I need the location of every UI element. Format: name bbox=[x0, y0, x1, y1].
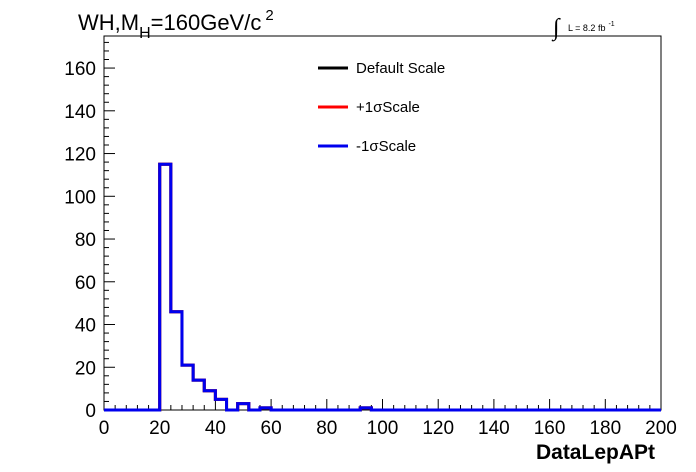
y-tick-label: 40 bbox=[75, 316, 96, 337]
series-line-1 bbox=[104, 162, 661, 412]
legend: Default Scale +1σScale -1σScale bbox=[318, 60, 445, 155]
x-axis-label: DataLepAPt bbox=[536, 441, 655, 464]
x-tick-label: 0 bbox=[99, 418, 110, 439]
legend-label: Default Scale bbox=[356, 60, 445, 77]
y-tick-label: 140 bbox=[64, 102, 96, 123]
x-tick-label: 160 bbox=[534, 418, 566, 439]
x-axis: 0 20 40 60 80 100 120 140 160 180 200 bbox=[99, 399, 677, 439]
x-tick-label: 140 bbox=[478, 418, 510, 439]
lumi-label: ∫ L = 8.2 fb -1 bbox=[551, 15, 615, 42]
lumi-text: L = 8.2 fb -1 bbox=[568, 21, 615, 33]
y-tick-label: 100 bbox=[64, 187, 96, 208]
y-tick-label: 80 bbox=[75, 230, 96, 251]
y-tick-label: 160 bbox=[64, 59, 96, 80]
y-tick-label: 20 bbox=[75, 358, 96, 379]
series-line-3 bbox=[104, 162, 661, 412]
legend-label: +1σScale bbox=[356, 99, 420, 116]
series-line-2 bbox=[104, 162, 661, 412]
legend-label: -1σScale bbox=[356, 138, 416, 155]
x-tick-label: 180 bbox=[589, 418, 621, 439]
x-tick-label: 120 bbox=[422, 418, 454, 439]
series-group bbox=[104, 162, 661, 412]
plot-frame bbox=[103, 35, 662, 411]
y-tick-label: 0 bbox=[85, 401, 96, 422]
y-axis: 0 20 40 60 80 100 120 140 160 bbox=[64, 41, 115, 422]
x-tick-label: 60 bbox=[261, 418, 282, 439]
x-tick-label: 80 bbox=[316, 418, 337, 439]
x-tick-label: 40 bbox=[205, 418, 226, 439]
chart-title: WH,MH=160GeV/c 2 bbox=[78, 7, 274, 42]
integral-symbol: ∫ bbox=[551, 15, 561, 42]
y-tick-label: 120 bbox=[64, 145, 96, 166]
x-tick-label: 200 bbox=[645, 418, 677, 439]
x-tick-label: 20 bbox=[149, 418, 170, 439]
y-tick-label: 60 bbox=[75, 273, 96, 294]
x-tick-label: 100 bbox=[367, 418, 399, 439]
